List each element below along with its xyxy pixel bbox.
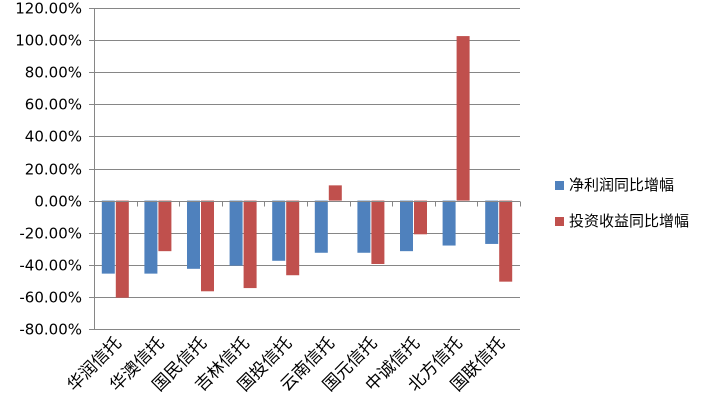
bar-net-profit-6 [357, 200, 371, 253]
bar-net-profit-5 [314, 200, 328, 253]
bar-investment-income-4 [286, 200, 300, 276]
bar-investment-income-8 [456, 36, 470, 201]
legend-label-investment-income: 投资收益同比增幅 [569, 212, 689, 230]
y-tick-label: 20.00% [25, 161, 82, 179]
y-tick-label: 40.00% [25, 128, 82, 146]
bar-investment-income-2 [201, 200, 214, 292]
y-tick-label: 80.00% [25, 64, 82, 82]
bar-investment-income-7 [414, 200, 427, 235]
axes [89, 8, 521, 330]
y-tick-label: -40.00% [19, 257, 82, 275]
y-tick-label: -80.00% [19, 321, 82, 339]
y-tick-label: -60.00% [19, 289, 82, 307]
bar-net-profit-9 [485, 200, 499, 244]
bars [101, 36, 513, 298]
bar-investment-income-9 [499, 200, 513, 282]
bar-net-profit-8 [442, 200, 456, 246]
y-axis-tick-labels: 120.00% 100.00% 80.00% 60.00% 40.00% 20.00% 0.… [15, 0, 82, 339]
bar-net-profit-2 [187, 200, 200, 269]
bar-net-profit-0 [101, 200, 115, 274]
legend-swatch-net-profit [555, 181, 564, 190]
bar-investment-income-0 [115, 200, 129, 298]
bar-net-profit-1 [144, 200, 158, 274]
y-tick-label: 60.00% [25, 96, 82, 114]
y-tick-label: 120.00% [15, 0, 82, 18]
bar-investment-income-5 [328, 185, 342, 201]
legend-label-net-profit: 净利润同比增幅 [569, 176, 674, 194]
bar-net-profit-7 [400, 200, 413, 252]
bar-investment-income-3 [243, 200, 257, 289]
y-tick-label: -20.00% [19, 225, 82, 243]
y-tick-label: 0.00% [34, 193, 82, 211]
gridlines [94, 8, 520, 330]
bar-investment-income-1 [158, 200, 172, 252]
bar-net-profit-3 [229, 200, 243, 266]
legend-swatch-investment-income [555, 217, 564, 226]
bar-investment-income-6 [371, 200, 385, 264]
bar-net-profit-4 [272, 200, 286, 261]
y-tick-label: 100.00% [15, 32, 82, 50]
